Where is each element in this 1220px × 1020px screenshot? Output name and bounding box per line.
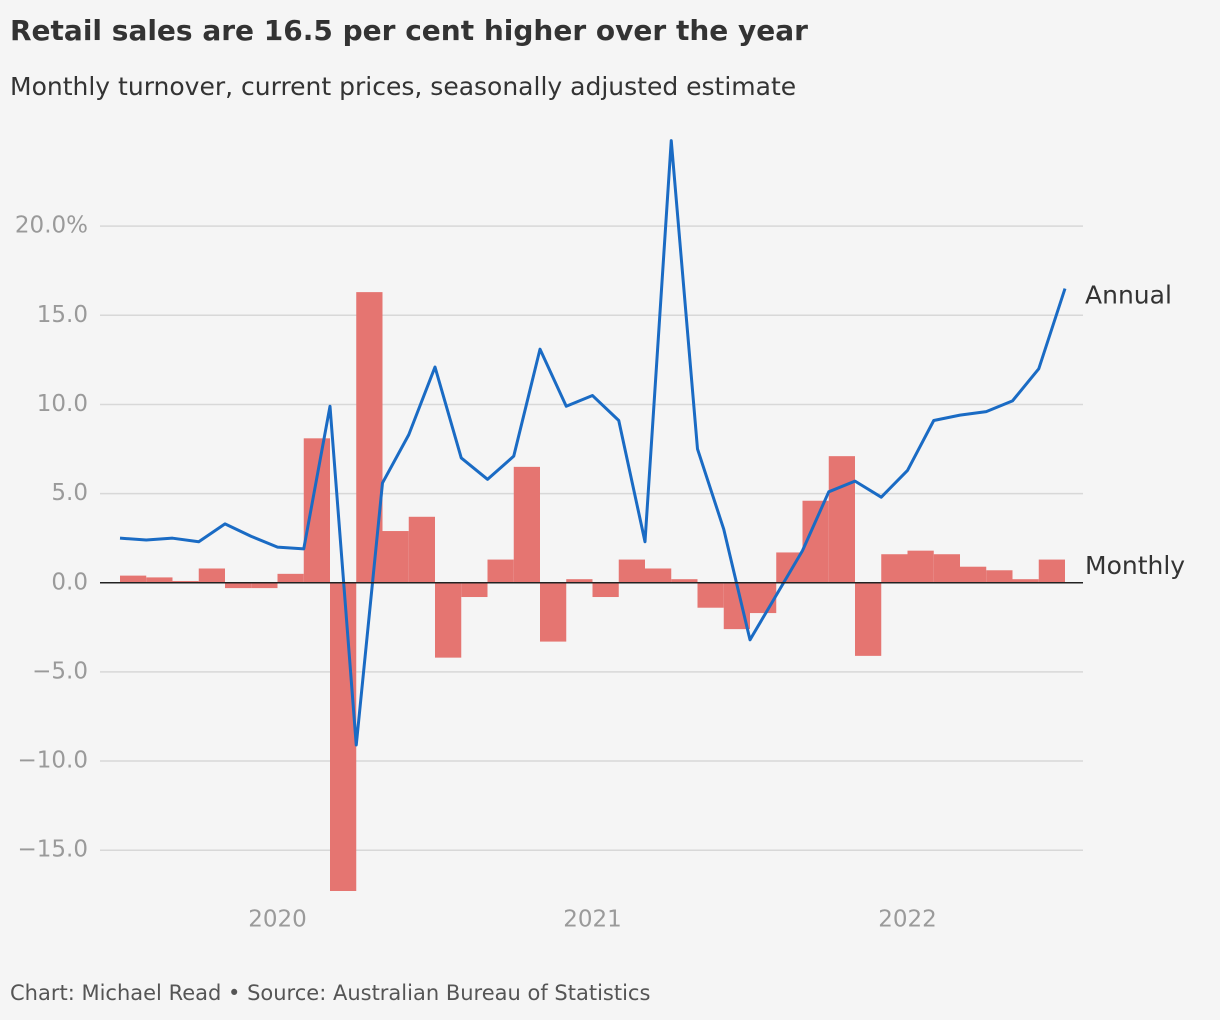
bar	[198, 568, 225, 583]
x-tick-label: 2021	[563, 907, 622, 933]
bar	[671, 579, 698, 583]
bar	[618, 559, 645, 583]
bar	[750, 582, 777, 614]
source-note: Chart: Michael Read • Source: Australian…	[10, 981, 650, 1005]
bar	[986, 570, 1013, 583]
bar	[146, 577, 173, 583]
bar	[566, 579, 593, 583]
y-tick-label: −5.0	[32, 658, 88, 684]
bar	[461, 582, 488, 598]
series-label: Monthly	[1085, 551, 1185, 580]
line	[119, 139, 1067, 747]
bar	[540, 582, 567, 642]
bar	[172, 580, 199, 583]
bar	[435, 582, 462, 658]
bar	[1038, 559, 1065, 583]
y-tick-label: 20.0%	[15, 213, 88, 239]
bar	[881, 554, 908, 583]
x-tick-label: 2022	[878, 907, 937, 933]
bar	[855, 582, 882, 656]
y-tick-label: 0.0	[51, 569, 88, 595]
bar	[251, 582, 278, 589]
bar	[933, 554, 960, 583]
bar	[356, 292, 383, 583]
series-label: Annual	[1085, 281, 1172, 310]
bar	[960, 566, 987, 583]
bar	[382, 531, 409, 583]
bar	[513, 466, 540, 583]
bar	[907, 550, 934, 583]
bar	[487, 559, 514, 583]
bar	[303, 438, 330, 583]
bar	[120, 575, 147, 583]
bar	[225, 582, 252, 589]
bar	[408, 516, 435, 583]
y-tick-label: 5.0	[51, 480, 88, 506]
y-tick-label: 10.0	[37, 391, 88, 417]
bar	[1012, 579, 1039, 583]
bar	[592, 582, 619, 598]
bar	[697, 582, 724, 608]
x-tick-label: 2020	[248, 907, 307, 933]
chart-subtitle: Monthly turnover, current prices, season…	[10, 72, 796, 101]
bar	[645, 568, 672, 583]
y-tick-label: 15.0	[37, 302, 88, 328]
chart-title: Retail sales are 16.5 per cent higher ov…	[10, 14, 808, 47]
bar	[828, 456, 855, 583]
bar	[330, 582, 357, 891]
y-tick-label: −10.0	[18, 748, 88, 774]
bar	[277, 573, 304, 583]
y-tick-label: −15.0	[18, 837, 88, 863]
